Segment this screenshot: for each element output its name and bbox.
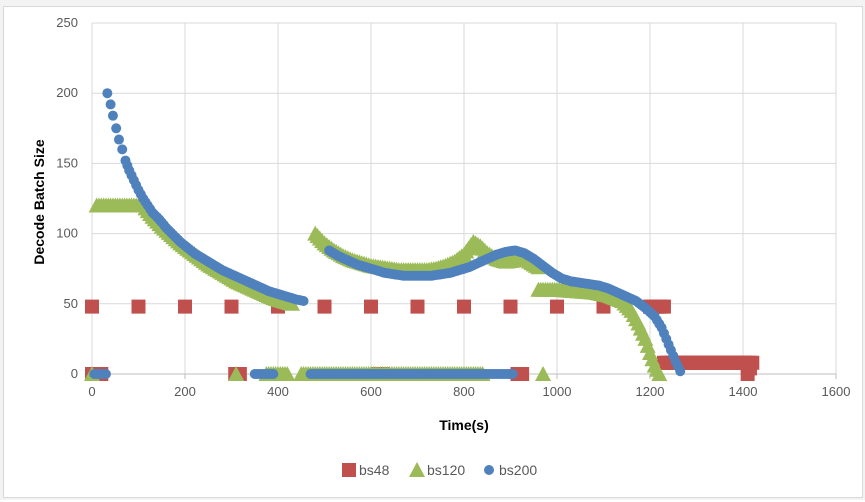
legend-label: bs48 [359,462,390,478]
legend-label: bs200 [499,462,537,478]
legend-marker [342,463,356,477]
legend-label: bs120 [427,462,465,478]
y-tick-label: 50 [64,296,78,311]
data-point [113,134,124,145]
x-tick-label: 400 [267,384,289,399]
data-point [515,367,530,381]
y-tick-label: 100 [56,226,78,241]
data-point [656,299,671,314]
y-axis-label: Decode Batch Size [31,139,47,264]
series-bs200 [89,88,686,379]
data-point [111,123,122,134]
x-tick-label: 200 [174,384,196,399]
data-series [84,88,760,381]
x-axis-label: Time(s) [439,417,489,433]
data-point [228,366,245,381]
y-tick-label: 150 [56,155,78,170]
data-point [85,299,99,314]
data-point [100,369,111,379]
x-tick-label: 1200 [636,384,665,399]
series-bs120 [84,197,668,381]
x-tick-label: 0 [88,384,95,399]
data-point [178,299,192,314]
grid-lines [91,22,837,375]
data-point [364,299,378,314]
data-point [107,110,118,121]
x-tick-label: 1400 [729,384,758,399]
legend: bs48 bs120 bs200 [342,462,537,478]
x-tick-label: 600 [360,384,382,399]
chart-svg: 0 200 400 600 800 1000 1200 1400 1600 0 50 100 150 20… [31,15,850,478]
data-point [317,299,332,314]
data-point [740,367,755,381]
data-point [117,144,128,155]
data-point [651,366,668,381]
data-point [457,299,471,314]
legend-marker [409,462,425,477]
data-point [675,366,686,377]
axis-ticks: 0 200 400 600 800 1000 1200 1400 1600 0 50 100 150 20… [56,15,850,399]
y-tick-label: 0 [71,366,78,381]
data-point [102,88,113,99]
data-point [298,295,309,306]
data-point [224,299,239,314]
data-point [550,299,564,314]
data-point [268,369,279,379]
y-tick-label: 250 [56,15,78,30]
chart-area: 0 200 400 600 800 1000 1200 1400 1600 0 50 100 150 20… [3,6,863,498]
data-point [131,299,146,314]
y-tick-label: 200 [56,85,78,100]
data-point [279,366,296,381]
x-tick-label: 1600 [822,384,851,399]
data-point [503,299,518,314]
data-point [105,99,116,110]
x-tick-label: 800 [453,384,475,399]
x-tick-label: 1000 [543,384,572,399]
data-point [410,299,425,314]
data-point [535,366,552,381]
data-point [507,369,518,379]
legend-marker [484,465,494,475]
